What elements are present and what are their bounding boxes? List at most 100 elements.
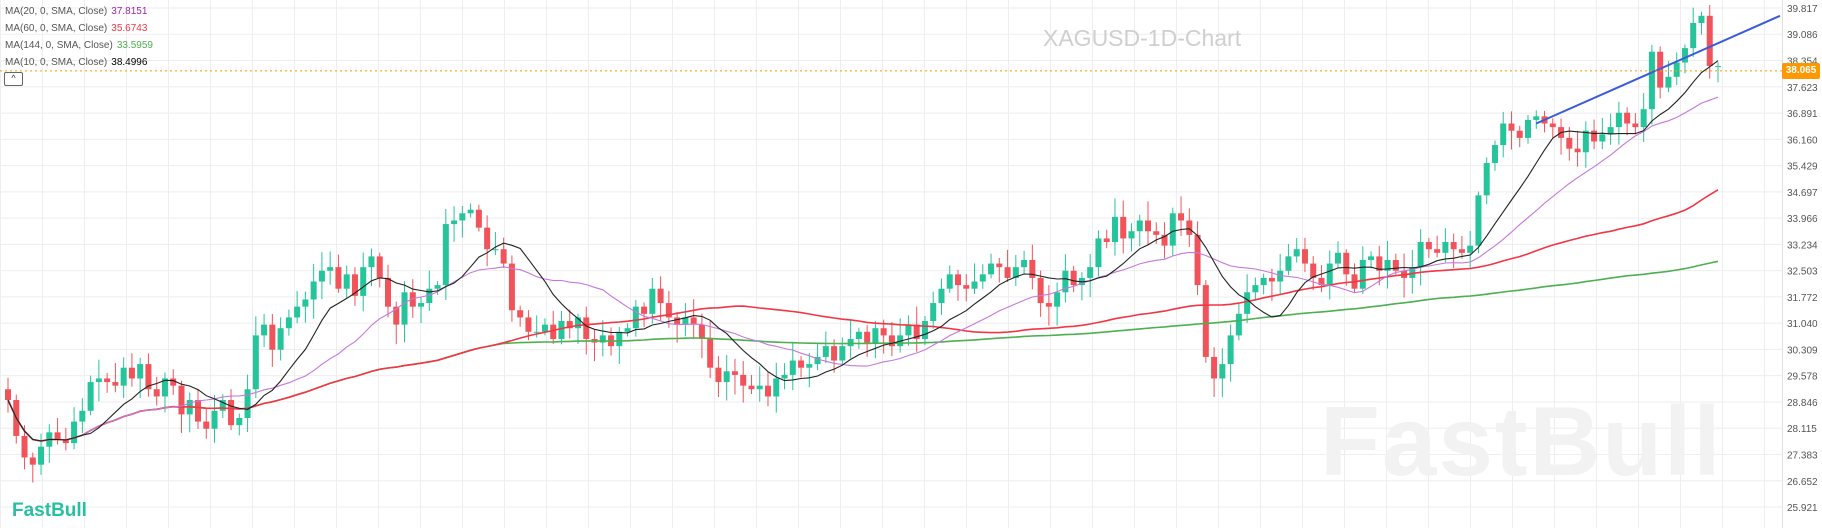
candle-body xyxy=(343,274,350,289)
ma60-line xyxy=(7,189,1719,442)
collapse-legend-button[interactable]: ^ xyxy=(4,72,23,86)
y-tick-label: 27.383 xyxy=(1787,451,1818,462)
candle-body xyxy=(385,277,391,307)
y-tick-label: 38.354 xyxy=(1787,57,1818,68)
candle-body xyxy=(145,364,152,390)
candle-body xyxy=(517,310,524,318)
candle-body xyxy=(211,410,218,429)
candle-body xyxy=(426,288,433,304)
trend-line[interactable] xyxy=(1535,14,1781,125)
candle-body xyxy=(740,374,747,386)
candle-body xyxy=(104,378,111,383)
y-tick-label: 33.234 xyxy=(1787,240,1818,251)
candle-body xyxy=(831,346,838,361)
candle-body xyxy=(1004,267,1011,278)
candle-body xyxy=(1054,292,1061,307)
candle-body xyxy=(318,270,325,282)
candle-body xyxy=(905,324,912,336)
legend-ma20: MA(20, 0, SMA, Close) 37.8151 xyxy=(5,3,153,20)
candle-body xyxy=(798,360,805,368)
candle-body xyxy=(228,400,235,426)
candle-body xyxy=(888,335,895,347)
candle-body xyxy=(79,410,86,422)
candle-body xyxy=(1475,195,1482,246)
candle-body xyxy=(930,303,937,322)
candle-body xyxy=(1227,335,1234,365)
candle-body xyxy=(575,317,581,329)
candle-body xyxy=(541,324,548,332)
candle-body xyxy=(1706,15,1713,67)
candle-body xyxy=(1021,259,1028,268)
candle-body xyxy=(822,346,829,357)
candle-body xyxy=(434,285,441,289)
y-tick-label: 28.115 xyxy=(1787,424,1817,435)
candle-body xyxy=(269,324,276,350)
legend-ma10: MA(10, 0, SMA, Close) 38.4996 xyxy=(5,54,153,71)
candle-body xyxy=(781,374,788,379)
candle-body xyxy=(1252,285,1259,293)
candle-body xyxy=(409,292,416,307)
candle-body xyxy=(368,256,375,268)
candle-body xyxy=(1260,277,1267,286)
candle-body xyxy=(1186,220,1193,235)
candle-body xyxy=(698,324,705,339)
candle-body xyxy=(1425,242,1432,250)
candle-body xyxy=(161,378,168,397)
candle-body xyxy=(1136,220,1143,232)
candle-body xyxy=(1525,119,1531,138)
candle-body xyxy=(5,389,11,401)
candle-body xyxy=(1458,249,1465,253)
y-tick-label: 36.160 xyxy=(1787,135,1818,146)
candle-body xyxy=(1145,220,1151,232)
candle-body xyxy=(508,263,515,311)
candle-body xyxy=(847,338,854,347)
candle-body xyxy=(178,385,185,415)
candle-body xyxy=(38,446,45,465)
candle-body xyxy=(583,317,590,339)
candle-body xyxy=(624,328,631,332)
candle-body xyxy=(467,209,474,214)
candle-body xyxy=(1409,267,1416,278)
legend-label: MA(60, 0, SMA, Close) xyxy=(5,23,108,34)
candle-body xyxy=(880,328,887,336)
candle-body xyxy=(641,306,648,314)
candle-body xyxy=(1120,216,1127,239)
y-tick-label: 30.309 xyxy=(1787,345,1818,356)
candle-body xyxy=(748,385,755,390)
chart-title: XAGUSD-1D-Chart xyxy=(1043,25,1242,51)
candle-body xyxy=(1310,263,1317,278)
candle-body xyxy=(21,435,28,458)
candle-body xyxy=(872,328,879,343)
candle-body xyxy=(1516,130,1523,138)
watermark-logo: FastBull xyxy=(1320,386,1723,496)
candle-body xyxy=(244,389,251,418)
candle-body xyxy=(955,274,961,286)
candle-body xyxy=(1467,245,1474,253)
candle-body xyxy=(1566,137,1573,149)
candle-body xyxy=(806,364,813,368)
candle-body xyxy=(236,417,243,426)
candle-body xyxy=(285,317,292,329)
candle-body xyxy=(938,288,945,304)
candle-body xyxy=(1343,252,1350,275)
legend-ma144: MA(144, 0, SMA, Close) 33.5959 xyxy=(5,37,153,54)
candle-body xyxy=(1211,356,1218,379)
candle-body xyxy=(1194,234,1201,286)
current-price-tag: 38.065 xyxy=(1782,63,1820,79)
candle-body xyxy=(665,303,672,318)
candle-body xyxy=(566,321,573,329)
candle-body xyxy=(351,274,358,296)
candle-body xyxy=(418,303,425,307)
legend-value: 38.4996 xyxy=(111,57,148,68)
candle-body xyxy=(112,382,119,386)
candle-body xyxy=(1384,259,1391,271)
candle-body xyxy=(1574,148,1581,153)
candle-body xyxy=(1624,112,1631,124)
candle-body xyxy=(1599,134,1606,142)
candle-body xyxy=(401,292,408,325)
candle-body xyxy=(674,317,681,325)
candle-body xyxy=(1268,277,1275,282)
candle-body xyxy=(1591,130,1598,142)
candle-body xyxy=(1632,123,1639,128)
